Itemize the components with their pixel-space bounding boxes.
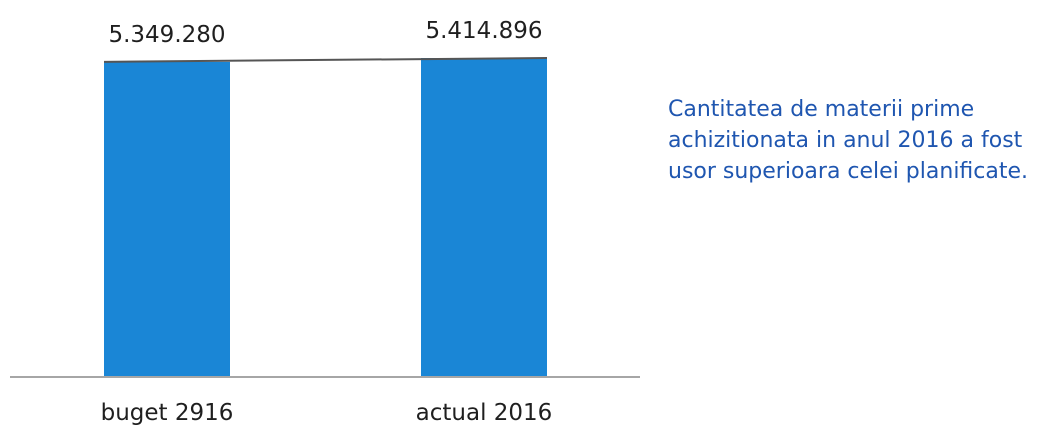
annotation-line-1: Cantitatea de materii prime [668,97,975,122]
bar-chart: 5.349.280 5.414.896 buget 2916 actual 2016 [10,18,640,426]
category-label-1: buget 2916 [101,400,234,426]
chart-annotation: Cantitatea de materii prime achizitionat… [668,94,1053,187]
bar-top-connector-line [103,57,548,63]
bar-group [104,58,547,376]
data-label-1: 5.349.280 [108,22,225,48]
annotation-line-3: usor superioara celei planificate. [668,159,1029,184]
category-label-2: actual 2016 [416,400,553,426]
bar-1 [104,61,230,376]
data-label-group: 5.349.280 5.414.896 [108,18,542,48]
category-label-group: buget 2916 actual 2016 [101,400,553,426]
bar-2 [421,58,547,376]
data-label-2: 5.414.896 [425,18,542,44]
annotation-line-2: achizitionata in anul 2016 a fost [668,128,1023,153]
